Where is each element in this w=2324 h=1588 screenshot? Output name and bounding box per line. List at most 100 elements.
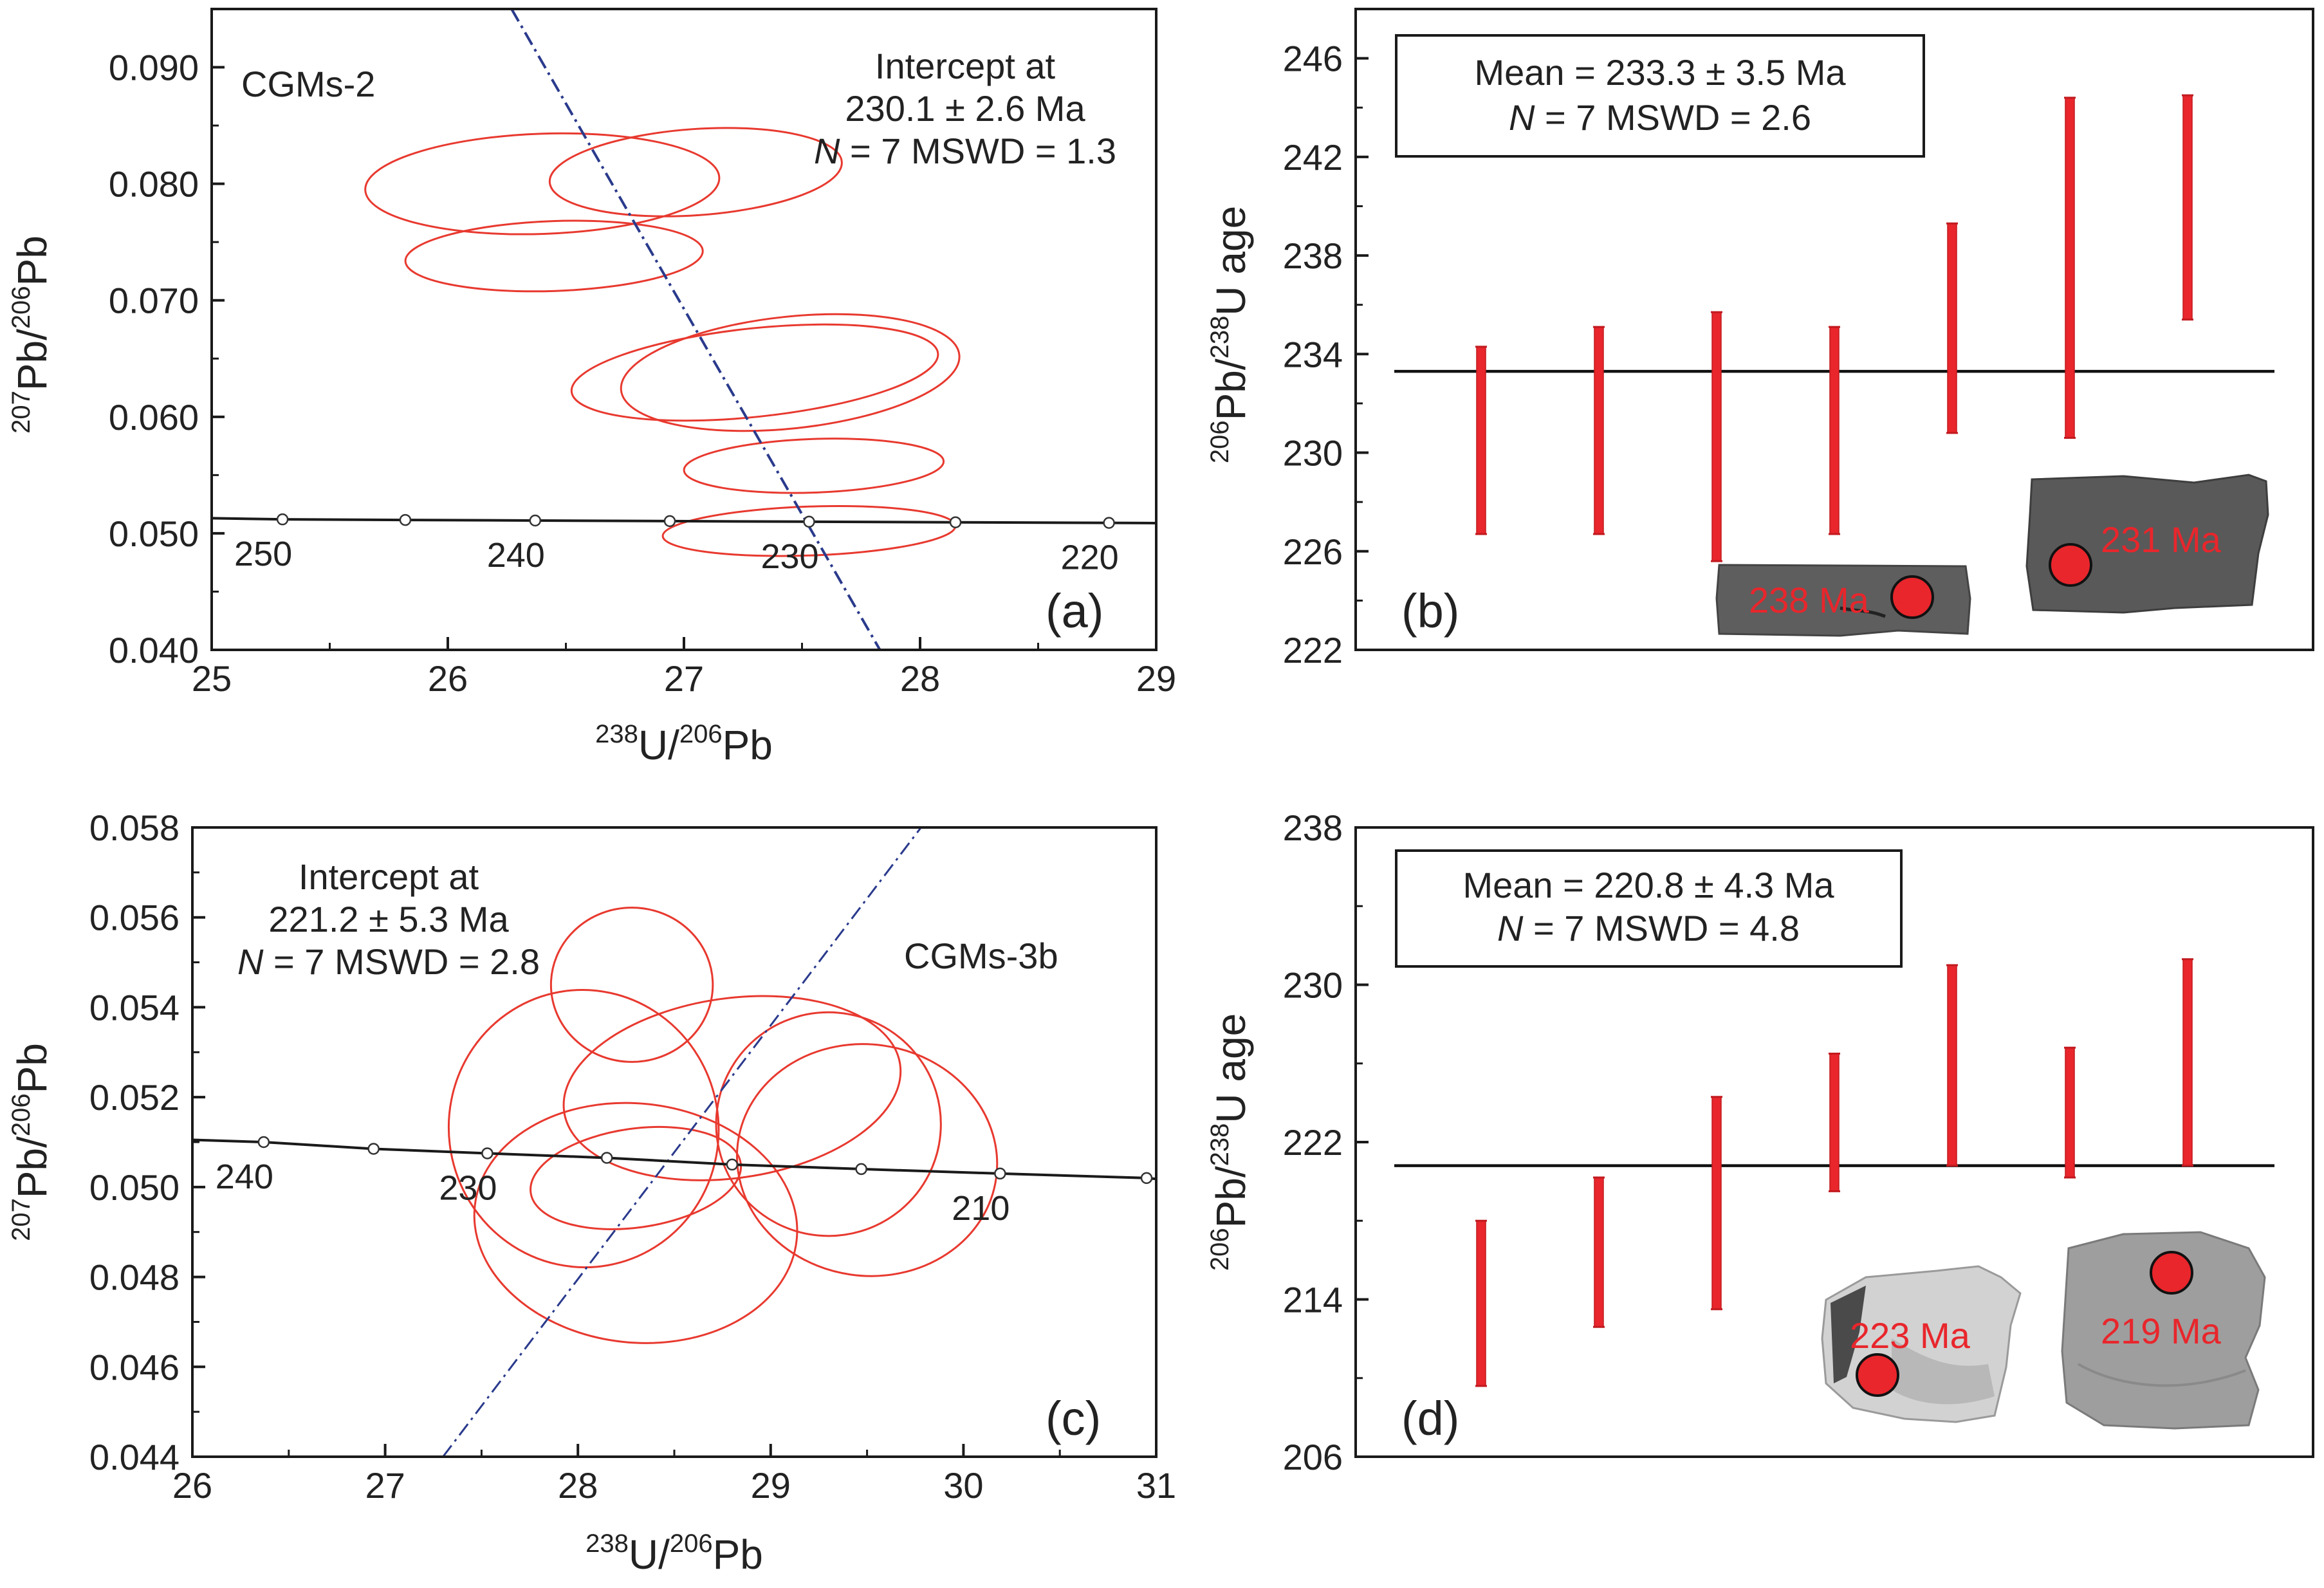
error-bar	[1476, 346, 1486, 535]
x-label-part-1: U/	[629, 1531, 670, 1578]
error-bar	[1829, 326, 1840, 535]
age-marker	[1140, 1172, 1153, 1185]
y-tick-labels-a: 0.040 0.050 0.060 0.070 0.080 0.090	[109, 48, 199, 670]
y-tick-label: 0.040	[109, 630, 199, 670]
y-tick-label: 0.044	[89, 1437, 180, 1477]
y-tick-label: 0.048	[89, 1257, 180, 1298]
y-label-part-2: U age	[1208, 1013, 1254, 1123]
intercept-title: Intercept at	[299, 856, 479, 897]
y-label-part-1: Pb/	[1208, 1166, 1254, 1228]
panel-label: (c)	[1046, 1392, 1101, 1445]
y-label-sup-1: 206	[1206, 1228, 1234, 1271]
analysis-spot	[1890, 575, 1934, 619]
age-marker	[994, 1167, 1006, 1180]
age-labels-a: 250 240 230 220	[234, 535, 1119, 577]
y-label-part-2: U age	[1208, 206, 1254, 316]
intercept-age: 221.2 ± 5.3 Ma	[268, 899, 509, 939]
mean-stats: N = 7 MSWD = 2.6	[1509, 97, 1811, 138]
regression-c	[442, 827, 922, 1457]
y-tick-label: 238	[1283, 235, 1343, 276]
y-tick-label: 206	[1283, 1437, 1343, 1477]
y-tick-label: 230	[1283, 433, 1343, 474]
mean-box	[1395, 849, 1903, 968]
n-symbol: N	[237, 941, 264, 982]
error-bar	[1947, 965, 1957, 1167]
concordia-curve	[212, 517, 1156, 524]
age-marker	[276, 513, 289, 526]
ticks-d	[1356, 826, 1369, 1458]
regression-line	[442, 827, 922, 1457]
y-label-sup-2: 238	[1206, 316, 1234, 359]
n-symbol: N	[1509, 97, 1535, 138]
error-ellipse	[404, 219, 704, 293]
age-marker	[257, 1136, 270, 1149]
grain-image-3: 223 Ma	[1821, 1265, 2022, 1423]
x-tick-label: 29	[751, 1465, 791, 1506]
age-label: 230	[761, 537, 818, 576]
x-tick-labels-c: 26 27 28 29 30 31	[172, 1465, 1176, 1506]
error-ellipse	[364, 132, 721, 235]
y-tick-label: 246	[1283, 39, 1343, 79]
y-tick-label: 0.054	[89, 987, 180, 1028]
y-tick-label: 0.090	[109, 48, 199, 88]
y-tick-label: 0.046	[89, 1347, 180, 1387]
error-bar	[1711, 311, 1722, 562]
error-ellipse	[530, 1125, 742, 1230]
ticks-b	[1356, 57, 1369, 651]
error-bar	[1594, 326, 1604, 535]
y-tick-label: 0.056	[89, 898, 180, 938]
concordia-curve	[192, 1138, 1156, 1181]
panel-a: 25 26 27 28 29 0.040 0.050 0.060 0.070 0.080 0.09…	[7, 8, 1176, 768]
error-ellipse	[735, 1043, 999, 1277]
ellipses-a	[364, 127, 961, 557]
grain-age-label: 238 Ma	[1749, 580, 1870, 620]
y-label-part-1: Pb/	[9, 1136, 55, 1198]
y-tick-label: 222	[1283, 1122, 1343, 1163]
x-tick-label: 31	[1136, 1465, 1176, 1506]
sample-label: CGMs-3b	[904, 936, 1058, 976]
analysis-spot	[2150, 1251, 2193, 1295]
error-bar	[1947, 223, 1957, 434]
y-tick-label: 242	[1283, 137, 1343, 178]
stats-text: = 7 MSWD = 2.6	[1535, 97, 1811, 138]
panel-label: (b)	[1401, 584, 1459, 638]
y-tick-label: 0.070	[109, 281, 199, 321]
age-label: 240	[216, 1158, 273, 1196]
x-axis-label: 238U/206Pb	[595, 720, 773, 768]
y-tick-label: 238	[1283, 808, 1343, 848]
error-bar	[2182, 959, 2193, 1167]
age-label: 210	[952, 1189, 1010, 1228]
x-tick-label: 30	[943, 1465, 983, 1506]
y-label-part-2: Pb	[9, 1043, 55, 1093]
error-bar	[2065, 1047, 2075, 1178]
mean-text: Mean = 220.8 ± 4.3 Ma	[1462, 865, 1834, 905]
x-label-part-2: Pb	[713, 1531, 763, 1578]
grain-image-4: 219 Ma	[2061, 1231, 2266, 1430]
intercept-age: 230.1 ± 2.6 Ma	[845, 88, 1085, 129]
y-tick-label: 222	[1283, 630, 1343, 670]
y-label-sup-1: 206	[1206, 420, 1234, 463]
x-tick-label: 26	[172, 1465, 212, 1506]
y-tick-label: 0.080	[109, 164, 199, 205]
y-tick-label: 0.060	[109, 397, 199, 438]
y-label-part-2: Pb	[9, 235, 55, 286]
sample-label: CGMs-2	[241, 64, 375, 104]
y-tick-label: 214	[1283, 1280, 1343, 1320]
x-label-part-2: Pb	[723, 722, 773, 768]
error-bars-d	[1475, 958, 2193, 1387]
grain-image-1: 238 Ma	[1715, 564, 1971, 637]
regression-a	[510, 9, 881, 650]
mean-text: Mean = 233.3 ± 3.5 Ma	[1474, 52, 1846, 93]
concordia-c	[192, 1136, 1156, 1185]
y-label-sup-1: 207	[7, 391, 35, 434]
y-tick-label: 234	[1283, 334, 1343, 374]
y-label-part-1: Pb/	[9, 329, 55, 391]
x-tick-label: 25	[192, 658, 232, 699]
error-ellipse	[570, 323, 939, 422]
x-tick-labels-a: 25 26 27 28 29	[192, 658, 1176, 699]
error-bars-b	[1475, 94, 2193, 562]
age-label: 230	[439, 1168, 497, 1207]
x-label-part-1: U/	[638, 722, 679, 768]
age-marker	[367, 1143, 380, 1155]
